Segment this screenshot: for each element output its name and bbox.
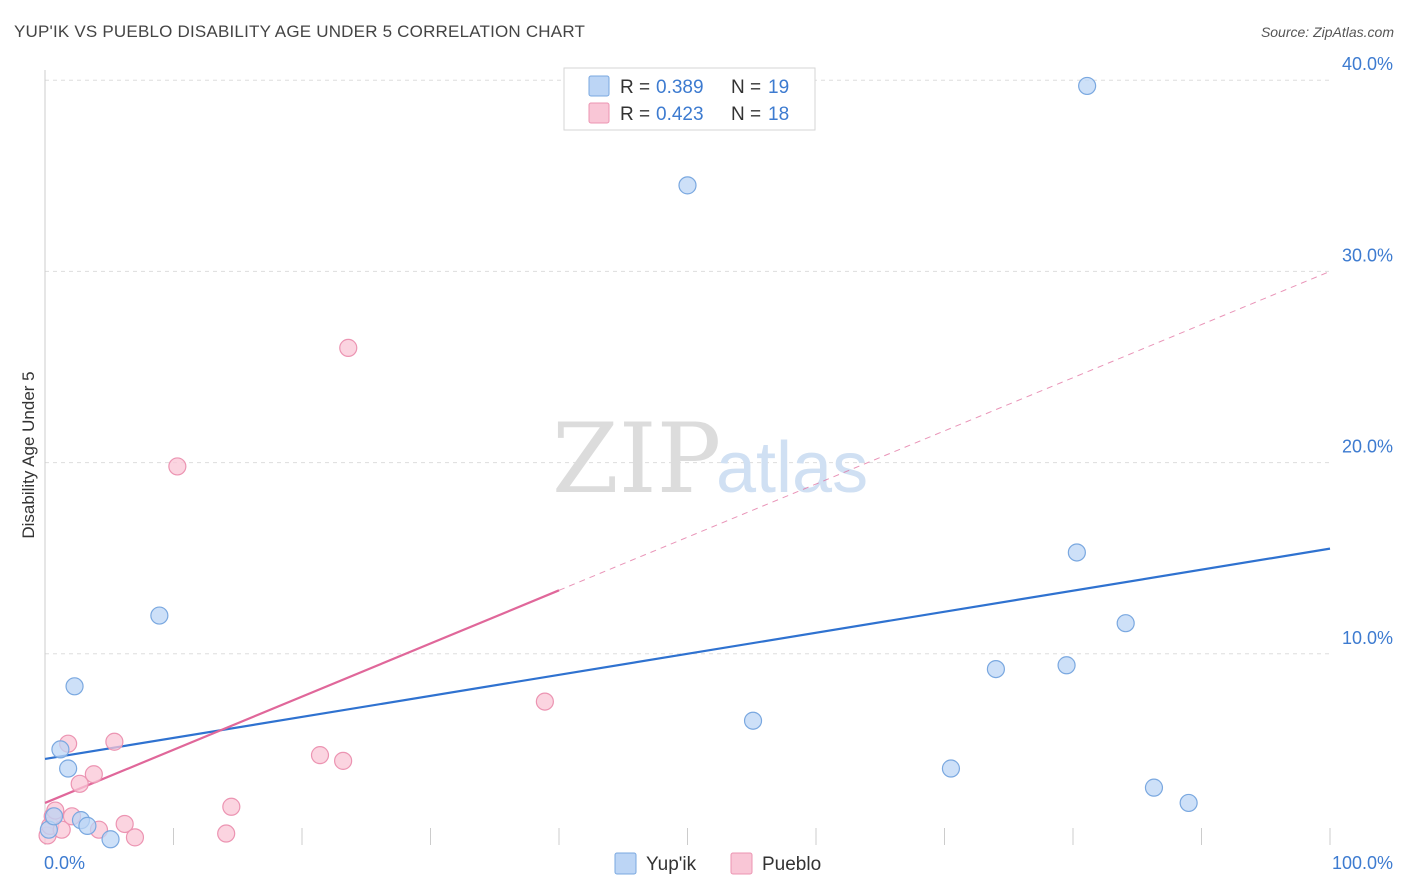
y-axis-title: Disability Age Under 5: [19, 371, 38, 538]
x-tick-label-right: 100.0%: [1332, 853, 1393, 873]
labels-layer: 10.0% 20.0% 30.0% 40.0% 0.0% 100.0%: [44, 54, 1393, 873]
y-tick-label-10: 10.0%: [1342, 628, 1393, 648]
legend-r-label-yupik: R =: [620, 77, 650, 98]
point-yupik-2: [51, 740, 70, 759]
trend-line-yupik: [44, 547, 1331, 761]
legend-swatch-pueblo: [588, 102, 610, 124]
point-yupik-16: [1144, 778, 1164, 797]
point-yupik-9: [678, 176, 697, 195]
point-yupik-8: [150, 606, 169, 625]
point-yupik-3: [59, 759, 78, 778]
legend-series: Yup'ik Pueblo: [614, 852, 821, 875]
point-pueblo-17: [334, 751, 353, 770]
point-yupik-17: [1179, 793, 1198, 813]
legend-bottom-label-yupik: Yup'ik: [646, 854, 697, 875]
point-yupik-4: [65, 677, 84, 696]
legend-bottom-swatch-yupik: [614, 852, 637, 875]
y-tick-label-20: 20.0%: [1342, 437, 1393, 457]
grid-layer: [45, 79, 1330, 655]
y-tick-label-40: 40.0%: [1342, 54, 1393, 74]
trend-layer: [44, 270, 1331, 804]
point-pueblo-11: [115, 814, 134, 834]
legend-r-label-pueblo: R =: [620, 104, 650, 125]
legend-r-value-pueblo: 0.423: [656, 104, 704, 125]
watermark: ZIP atlas: [552, 403, 868, 515]
point-yupik-1: [44, 807, 64, 826]
legend-n-value-pueblo: 18: [768, 104, 789, 125]
point-pueblo-10: [105, 732, 124, 751]
point-yupik-18: [1078, 76, 1097, 96]
legend-bottom-swatch-pueblo: [730, 852, 753, 875]
point-yupik-7: [101, 830, 120, 849]
axis-layer: [44, 70, 1331, 845]
legend-n-label-pueblo: N =: [731, 104, 761, 125]
trend-line-pueblo-extension: [558, 270, 1331, 591]
point-pueblo-16: [310, 746, 330, 765]
point-pueblo-15: [222, 797, 241, 816]
point-pueblo-14: [217, 824, 236, 843]
x-tick-label-left: 0.0%: [44, 853, 85, 873]
chart-title: YUP'IK VS PUEBLO DISABILITY AGE UNDER 5 …: [14, 22, 586, 41]
point-pueblo-19: [535, 692, 554, 711]
point-pueblo-7: [70, 774, 89, 793]
legend-n-label-yupik: N =: [731, 77, 761, 98]
point-pueblo-12: [125, 828, 145, 847]
y-tick-label-30: 30.0%: [1342, 245, 1393, 265]
point-yupik-11: [941, 759, 961, 778]
point-yupik-6: [78, 816, 97, 835]
legend-swatch-yupik: [588, 75, 610, 97]
points-layer: [38, 76, 1198, 849]
point-pueblo-18: [339, 338, 358, 357]
point-yupik-12: [986, 659, 1006, 679]
point-yupik-14: [1067, 543, 1086, 562]
legend-r-value-yupik: 0.389: [656, 77, 704, 98]
legend-stats: R = 0.389 N = 19 R = 0.423 N = 18: [563, 67, 816, 131]
point-yupik-10: [743, 711, 763, 730]
watermark-atlas: atlas: [716, 428, 868, 508]
point-pueblo-13: [168, 457, 187, 476]
watermark-zip: ZIP: [552, 403, 721, 515]
legend-bottom-label-pueblo: Pueblo: [762, 854, 821, 875]
point-pueblo-8: [84, 765, 103, 784]
point-yupik-13: [1057, 656, 1076, 675]
legend-n-value-yupik: 19: [768, 77, 789, 98]
trend-line-pueblo: [44, 589, 560, 804]
point-yupik-15: [1116, 614, 1135, 633]
chart-source: Source: ZipAtlas.com: [1260, 24, 1394, 40]
